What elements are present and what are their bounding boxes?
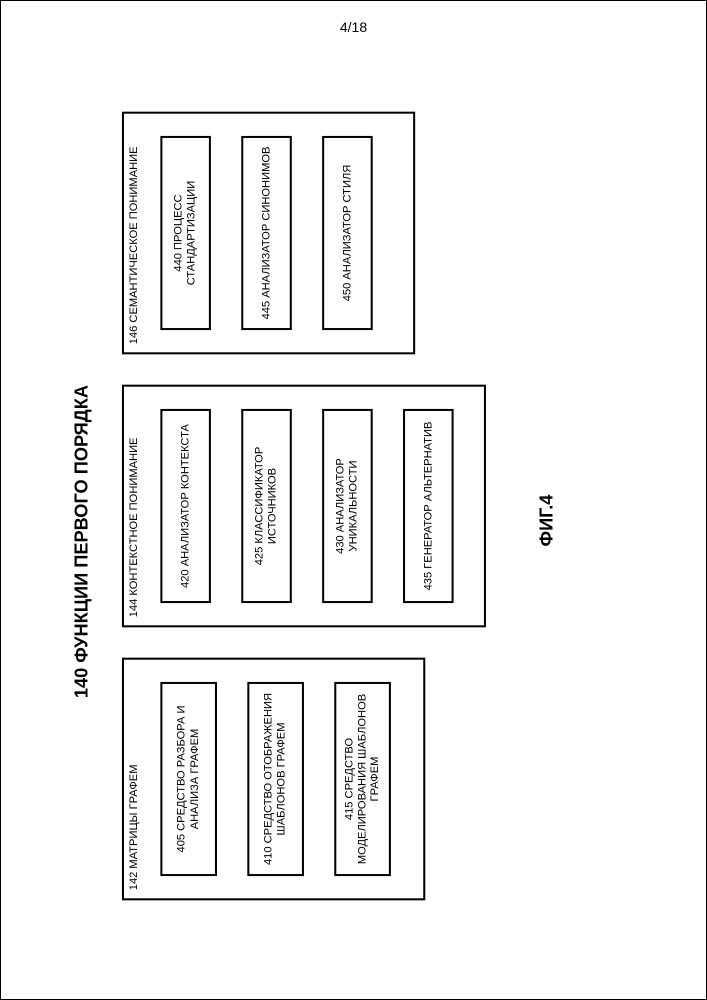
page-frame: 4/18 140 ФУНКЦИИ ПЕРВОГО ПОРЯДКА 142 МАТР… bbox=[0, 0, 707, 1000]
block-b450: 450 АНАЛИЗАТОР СТИЛЯ bbox=[322, 136, 373, 330]
figure-label: ФИГ.4 bbox=[537, 495, 558, 547]
block-b430: 430 АНАЛИЗАТОР УНИКАЛЬНОСТИ bbox=[322, 409, 373, 603]
block-b445: 445 АНАЛИЗАТОР СИНОНИМОВ bbox=[241, 136, 292, 330]
diagram-title: 140 ФУНКЦИИ ПЕРВОГО ПОРЯДКА bbox=[71, 385, 92, 698]
group-label-g146: 146 СЕМАНТИЧЕСКОЕ ПОНИМАНИЕ bbox=[128, 146, 140, 344]
group-label-g142: 142 МАТРИЦЫ ГРАФЕМ bbox=[128, 764, 140, 890]
block-b415: 415 СРЕДСТВО МОДЕЛИРОВАНИЯ ШАБЛОНОВ ГРАФ… bbox=[334, 682, 391, 876]
block-b425: 425 КЛАССИФИКАТОР ИСТОЧНИКОВ bbox=[241, 409, 292, 603]
diagram-canvas: 140 ФУНКЦИИ ПЕРВОГО ПОРЯДКА 142 МАТРИЦЫ Г… bbox=[51, 51, 658, 961]
page-number: 4/18 bbox=[340, 19, 367, 35]
group-label-g144: 144 КОНТЕКСТНОЕ ПОНИМАНИЕ bbox=[128, 438, 140, 618]
block-b405: 405 СРЕДСТВО РАЗБОРА И АНАЛИЗА ГРАФЕМ bbox=[160, 682, 217, 876]
block-b420: 420 АНАЛИЗАТОР КОНТЕКСТА bbox=[160, 409, 211, 603]
block-b410: 410 СРЕДСТВО ОТОБРАЖЕНИЯ ШАБЛОНОВ ГРАФЕМ bbox=[247, 682, 304, 876]
block-b435: 435 ГЕНЕРАТОР АЛЬТЕРНАТИВ bbox=[403, 409, 454, 603]
block-b440: 440 ПРОЦЕСС СТАНДАРТИЗАЦИИ bbox=[160, 136, 211, 330]
